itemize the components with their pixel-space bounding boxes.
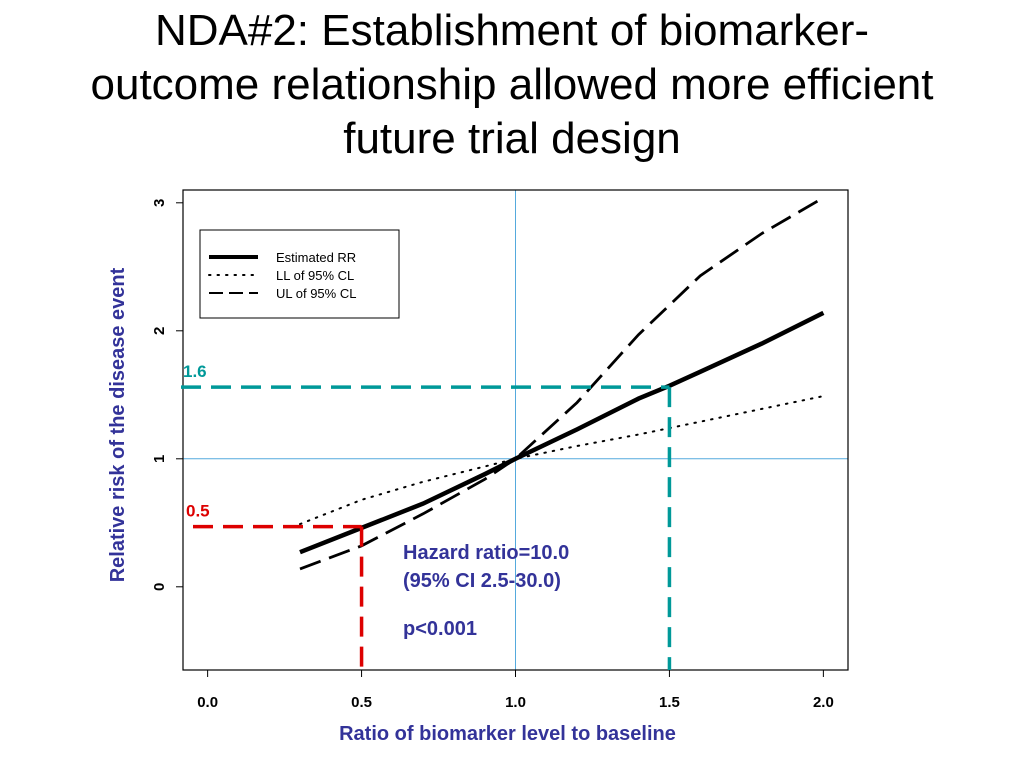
series-line-3: [299, 196, 825, 571]
series-line-1: [299, 310, 825, 555]
y-tick-label: 3: [151, 199, 168, 207]
slide-title-line-2: outcome relationship allowed more effici…: [90, 60, 934, 109]
note-line-2: (95% CI 2.5-30.0): [403, 570, 561, 592]
legend-label-2: LL of 95% CL: [276, 268, 354, 283]
legend-box: [199, 229, 400, 319]
annotation-label-1: 1.6: [183, 362, 207, 381]
y-tick-label: 2: [151, 327, 168, 335]
slide-title: NDA#2: Establishment of biomarker- outco…: [0, 4, 1024, 166]
annotation-label-2: 0.5: [186, 502, 210, 521]
y-tick-label: 1: [151, 455, 168, 463]
slide-title-line-3: future trial design: [343, 114, 681, 163]
y-tick-label: 0: [151, 583, 168, 591]
x-tick-label: 0.0: [197, 694, 218, 711]
x-tick-label: 2.0: [813, 694, 834, 711]
slide-title-line-1: NDA#2: Establishment of biomarker-: [154, 6, 870, 55]
series-line-2: [299, 395, 825, 526]
y-axis-label: Relative risk of the disease event: [107, 267, 129, 582]
legend-label-3: UL of 95% CL: [276, 286, 356, 301]
x-axis-label: Ratio of biomarker level to baseline: [339, 723, 676, 745]
legend-label-1: Estimated RR: [276, 250, 356, 265]
x-tick-label: 1.0: [505, 694, 526, 711]
note-line-1: Hazard ratio=10.0: [403, 542, 569, 564]
note-line-3: p<0.001: [403, 618, 477, 640]
x-tick-label: 0.5: [351, 694, 372, 711]
x-tick-label: 1.5: [659, 694, 680, 711]
